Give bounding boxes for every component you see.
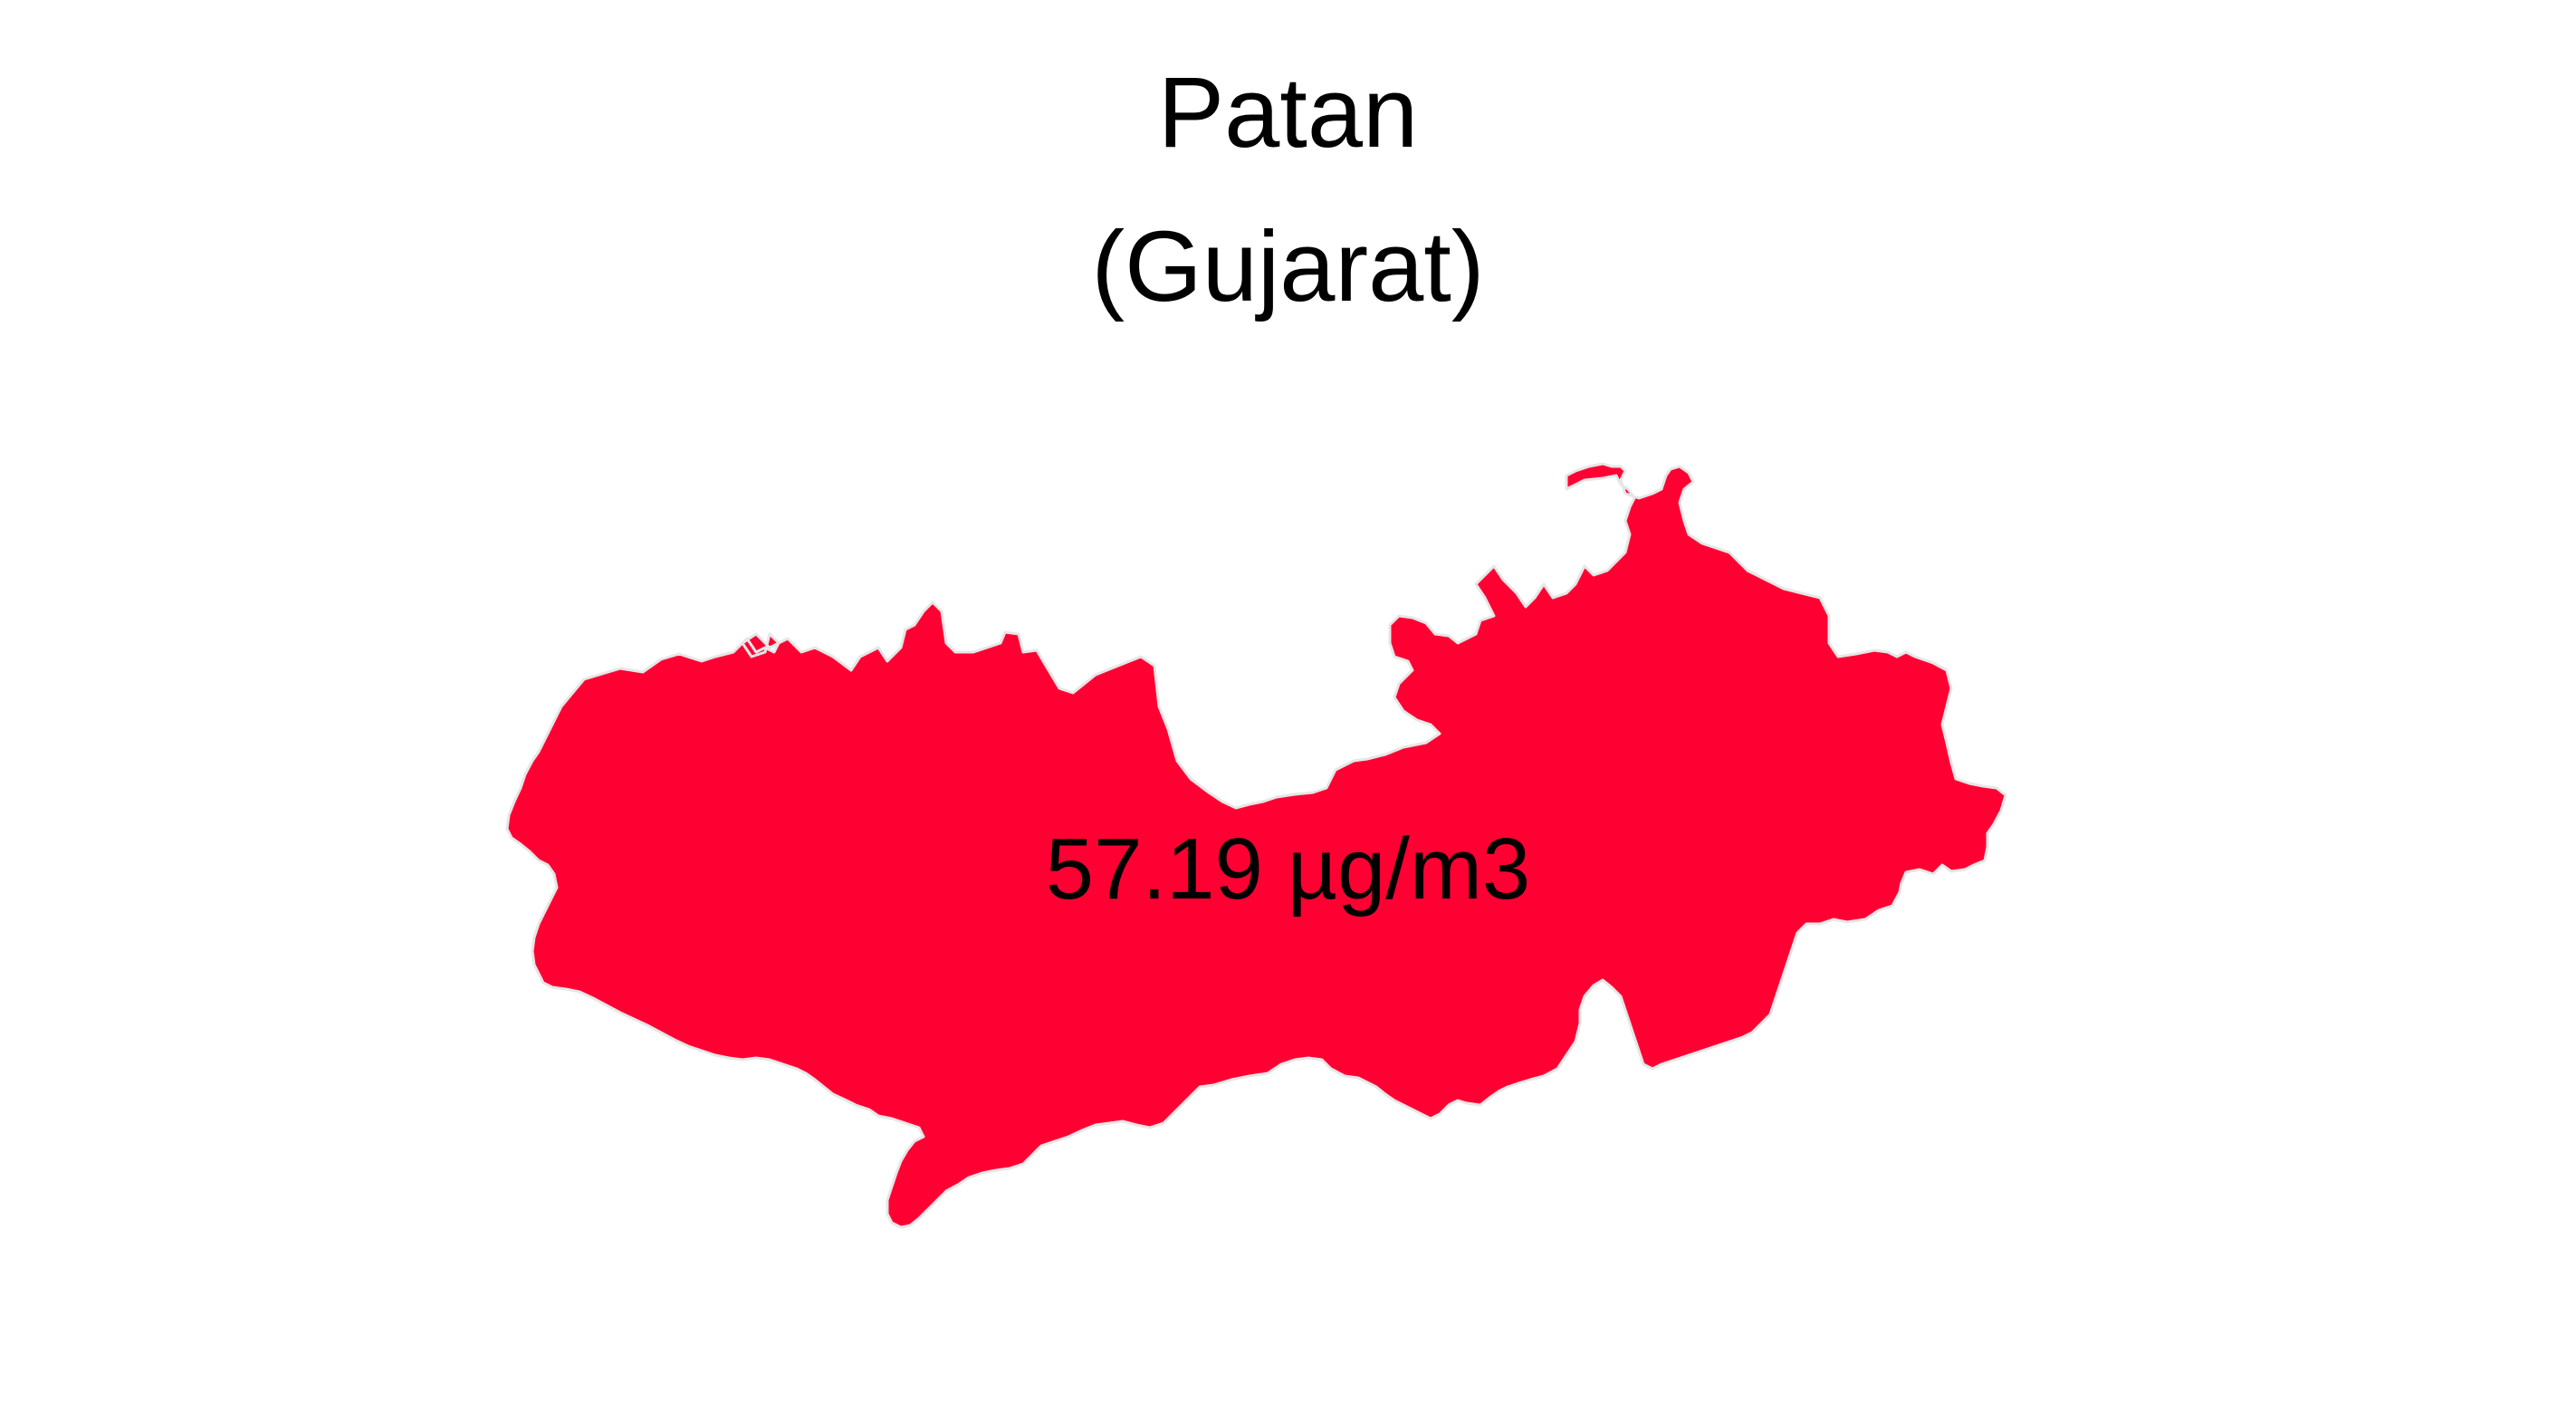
map-title: Patan (Gujarat): [0, 36, 2576, 344]
state-name: (Gujarat): [1091, 211, 1485, 322]
district-shape: [505, 462, 2007, 1229]
pm-value-label: 57.19 µg/m3: [1045, 821, 1531, 918]
district-name: Patan: [1157, 57, 1419, 168]
